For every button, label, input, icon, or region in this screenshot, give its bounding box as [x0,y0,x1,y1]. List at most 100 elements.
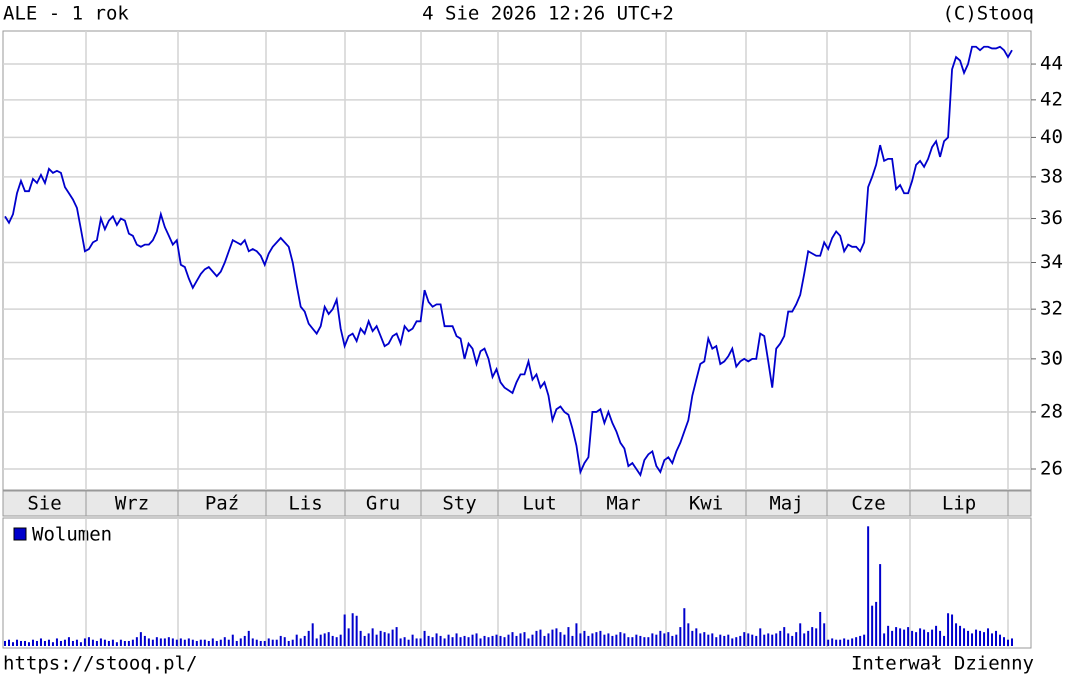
y-tick-label: 36 [1040,207,1063,229]
month-label: Lip [942,493,976,515]
chart-date: 4 Sie 2026 12:26 UTC+2 [422,3,674,25]
month-label: Wrz [115,493,149,515]
volume-bar [927,632,930,646]
volume-bar [507,634,510,646]
volume-bar [67,637,70,646]
footer-interval: Interwał Dzienny [851,653,1034,675]
volume-bar [459,637,462,646]
volume-bar [83,638,86,646]
volume-bar [731,638,734,646]
volume-bar [259,640,262,646]
volume-bar [287,640,290,646]
volume-bar [235,640,238,646]
volume-bar [551,629,554,646]
volume-bar [415,638,418,646]
volume-bar [795,632,798,646]
volume-bar [811,627,814,646]
volume-bar [379,630,382,646]
volume-bar [891,630,894,646]
volume-bar [555,628,558,646]
volume-bar [779,630,782,646]
volume-bar [623,633,626,646]
volume-bar [903,629,906,646]
volume-bar [843,638,846,646]
month-label: Paź [205,493,239,515]
volume-bar [915,632,918,646]
volume-bar [479,638,482,646]
volume-bar [503,637,506,646]
month-band [2,490,1032,517]
volume-bar [455,633,458,646]
volume-bar [183,639,186,646]
volume-bar [671,635,674,646]
volume-bar [719,634,722,646]
volume-bar [787,633,790,646]
month-label: Sty [442,493,476,515]
volume-bar [375,634,378,646]
volume-bar [467,637,470,646]
volume-bar [419,638,422,646]
volume-bar [899,628,902,646]
volume-bar [699,633,702,646]
volume-bar [283,637,286,646]
volume-bar [939,630,942,646]
volume-bar [215,640,218,646]
volume-bar [207,640,210,646]
volume-bar [43,640,46,646]
volume-bar [883,633,886,646]
volume-bar [683,608,686,646]
volume-bar [95,640,98,646]
volume-bar [4,640,6,646]
volume-bar [463,635,466,646]
volume-bar [227,639,230,646]
volume-bar [315,638,318,646]
volume-bar [171,638,174,646]
volume-bar [807,630,810,646]
volume-bar [847,639,850,646]
volume-bar [763,634,766,646]
volume-bar [955,623,958,646]
volume-bar [251,638,254,646]
volume-bar [63,639,66,646]
chart-source: (C)Stooq [942,3,1034,25]
volume-bar [111,639,114,646]
volume-bar [451,637,454,646]
volume-bar [143,635,146,646]
month-label: Maj [769,493,803,515]
volume-bar [19,640,22,646]
volume-bar [351,613,354,646]
volume-bar [895,627,898,646]
volume-bar [319,634,322,646]
volume-bar [127,640,130,646]
volume-bar [723,635,726,646]
volume-bar [483,635,486,646]
volume-bar [815,628,818,646]
volume-bar [55,638,58,646]
volume-bar [543,635,546,646]
volume-bar [571,635,574,646]
volume-bar [159,638,162,646]
volume-bar [219,639,222,646]
volume-bar [823,623,826,646]
volume-bar [559,632,562,646]
volume-bar [995,630,998,646]
volume-bar [627,637,630,646]
volume-bar [907,627,910,646]
volume-bar [619,632,622,646]
volume-bar [191,639,194,646]
volume-bar [239,638,242,646]
volume-bar [7,639,10,646]
volume-bar [835,639,838,646]
volume-bar [247,630,250,646]
volume-bar [563,634,566,646]
volume-bar [707,634,710,646]
volume-bar [971,633,974,646]
chart-title: ALE - 1 rok [3,3,129,25]
volume-bar [439,635,442,646]
month-label: Mar [606,493,640,515]
volume-bar [603,634,606,646]
volume-bar [495,634,498,646]
volume-bar [679,627,682,646]
volume-bar [123,640,126,646]
